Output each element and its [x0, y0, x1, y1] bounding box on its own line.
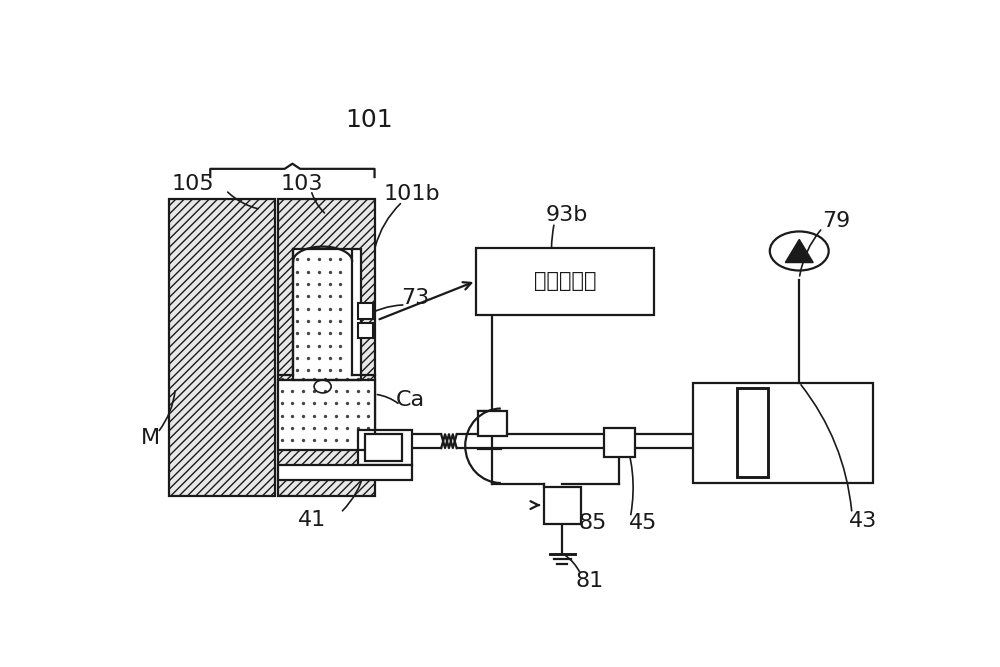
Bar	[278, 465, 412, 480]
Text: 105: 105	[172, 174, 215, 194]
Text: Ca: Ca	[396, 390, 425, 410]
Text: 85: 85	[578, 513, 607, 533]
Bar	[169, 199, 275, 496]
Bar	[693, 383, 873, 483]
Text: M: M	[141, 428, 160, 448]
Text: 81: 81	[576, 570, 604, 590]
Text: 101b: 101b	[383, 184, 440, 204]
Bar	[737, 388, 768, 478]
Bar	[278, 380, 375, 450]
Bar	[604, 428, 635, 458]
Bar	[544, 487, 581, 524]
Text: 103: 103	[280, 174, 323, 194]
Bar	[278, 380, 375, 450]
Bar	[365, 434, 402, 461]
Polygon shape	[785, 239, 813, 263]
Bar	[358, 430, 412, 465]
Bar	[358, 303, 373, 319]
Bar	[478, 411, 507, 436]
Text: 45: 45	[629, 513, 657, 533]
Bar	[476, 248, 654, 315]
Text: 93b: 93b	[546, 205, 588, 225]
Text: 79: 79	[822, 211, 851, 231]
Text: 减速控制部: 减速控制部	[534, 271, 596, 291]
Text: 101: 101	[345, 108, 393, 132]
Bar	[293, 249, 361, 380]
Text: 41: 41	[298, 510, 327, 530]
Text: 43: 43	[849, 511, 877, 531]
Bar	[358, 323, 373, 338]
Text: 73: 73	[402, 288, 430, 308]
Bar	[293, 249, 361, 380]
Bar	[278, 199, 375, 496]
